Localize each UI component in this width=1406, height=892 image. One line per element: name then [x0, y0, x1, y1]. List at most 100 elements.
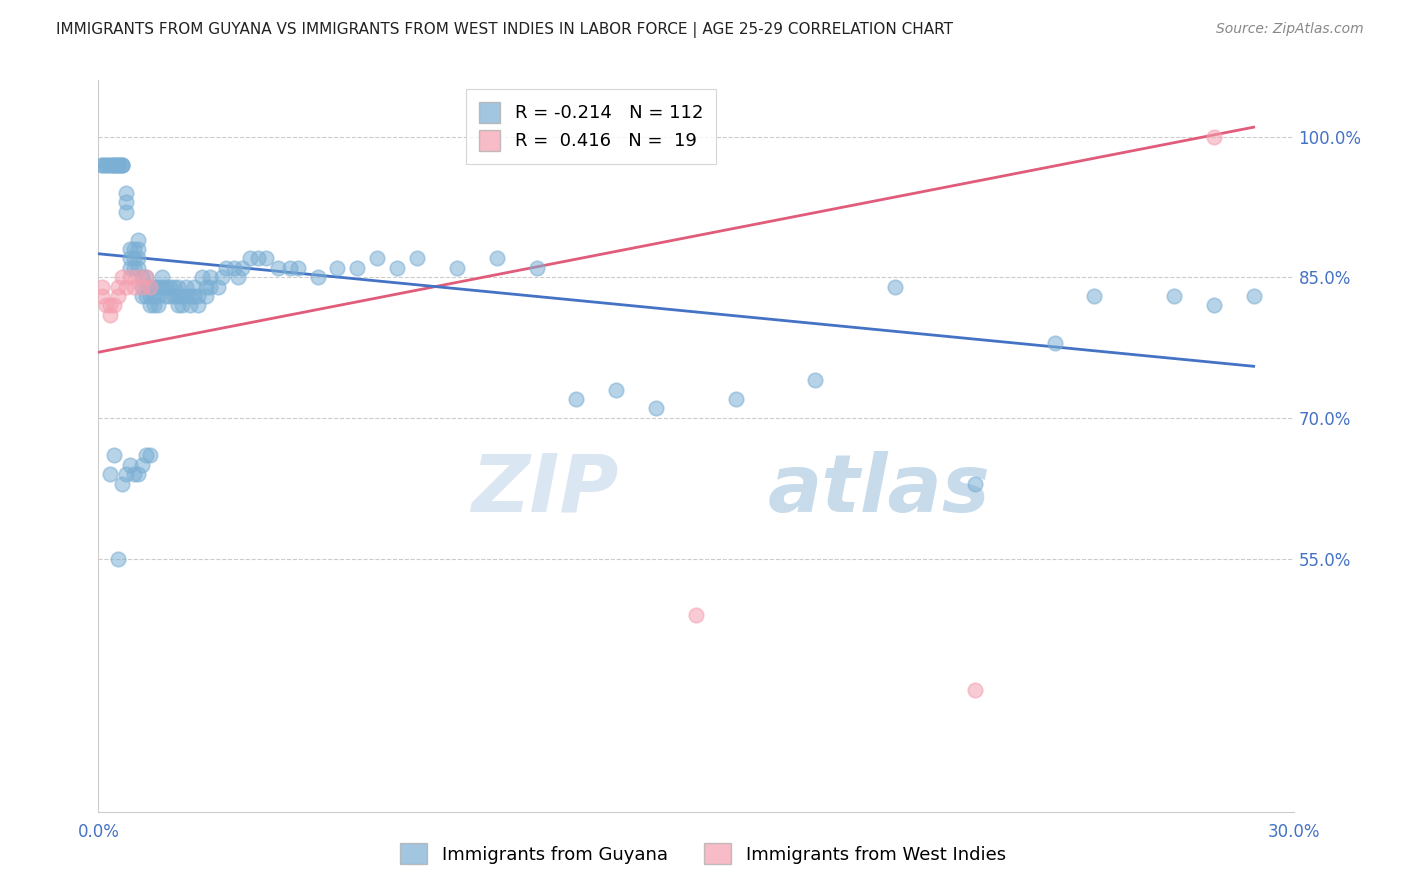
Point — [174, 289, 197, 303]
Point — [139, 279, 162, 293]
Point — [172, 289, 194, 303]
Point — [127, 270, 149, 285]
Point — [107, 158, 129, 172]
Point — [1202, 129, 1225, 144]
Point — [346, 260, 368, 275]
Point — [111, 270, 134, 285]
Point — [131, 458, 153, 472]
Point — [120, 260, 142, 275]
Point — [131, 279, 153, 293]
Point — [103, 158, 125, 172]
Point — [278, 260, 301, 275]
Point — [159, 289, 181, 303]
Point — [267, 260, 290, 275]
Point — [179, 289, 201, 303]
Point — [91, 158, 114, 172]
Point — [124, 260, 146, 275]
Legend: Immigrants from Guyana, Immigrants from West Indies: Immigrants from Guyana, Immigrants from … — [385, 829, 1021, 879]
Point — [254, 252, 277, 266]
Point — [526, 260, 548, 275]
Point — [115, 467, 138, 482]
Point — [135, 270, 157, 285]
Point — [111, 476, 134, 491]
Point — [139, 289, 162, 303]
Point — [183, 289, 205, 303]
Point — [143, 279, 166, 293]
Point — [565, 392, 588, 406]
Point — [195, 279, 218, 293]
Point — [183, 279, 205, 293]
Point — [107, 279, 129, 293]
Point — [103, 298, 125, 312]
Text: ZIP: ZIP — [471, 450, 619, 529]
Point — [115, 279, 138, 293]
Point — [111, 158, 134, 172]
Point — [163, 289, 186, 303]
Point — [211, 270, 233, 285]
Text: Source: ZipAtlas.com: Source: ZipAtlas.com — [1216, 22, 1364, 37]
Point — [143, 298, 166, 312]
Point — [226, 270, 249, 285]
Point — [148, 279, 170, 293]
Point — [148, 289, 170, 303]
Point — [127, 233, 149, 247]
Point — [131, 289, 153, 303]
Point — [127, 467, 149, 482]
Point — [135, 270, 157, 285]
Point — [724, 392, 747, 406]
Point — [135, 279, 157, 293]
Point — [222, 260, 245, 275]
Point — [191, 270, 214, 285]
Point — [605, 383, 627, 397]
Point — [103, 158, 125, 172]
Point — [215, 260, 238, 275]
Point — [1043, 335, 1066, 350]
Point — [174, 279, 197, 293]
Point — [187, 289, 209, 303]
Point — [307, 270, 329, 285]
Point — [91, 279, 114, 293]
Point — [98, 467, 122, 482]
Point — [1202, 298, 1225, 312]
Point — [127, 252, 149, 266]
Point — [385, 260, 409, 275]
Point — [115, 195, 138, 210]
Point — [127, 242, 149, 256]
Text: IMMIGRANTS FROM GUYANA VS IMMIGRANTS FROM WEST INDIES IN LABOR FORCE | AGE 25-29: IMMIGRANTS FROM GUYANA VS IMMIGRANTS FRO… — [56, 22, 953, 38]
Point — [98, 308, 122, 322]
Legend: R = -0.214   N = 112, R =  0.416   N =  19: R = -0.214 N = 112, R = 0.416 N = 19 — [465, 89, 716, 163]
Point — [167, 289, 190, 303]
Point — [98, 158, 122, 172]
Point — [155, 279, 177, 293]
Point — [120, 458, 142, 472]
Point — [96, 158, 118, 172]
Point — [139, 298, 162, 312]
Point — [963, 476, 986, 491]
Point — [685, 607, 707, 622]
Point — [167, 298, 190, 312]
Point — [96, 298, 118, 312]
Point — [131, 279, 153, 293]
Point — [115, 186, 138, 200]
Point — [963, 682, 986, 697]
Point — [485, 252, 508, 266]
Point — [124, 242, 146, 256]
Point — [150, 270, 173, 285]
Text: atlas: atlas — [768, 450, 990, 529]
Point — [645, 401, 668, 416]
Point — [124, 252, 146, 266]
Point — [131, 270, 153, 285]
Point — [120, 252, 142, 266]
Point — [804, 373, 827, 387]
Point — [120, 270, 142, 285]
Point — [107, 551, 129, 566]
Point — [135, 449, 157, 463]
Point — [124, 279, 146, 293]
Point — [148, 298, 170, 312]
Point — [143, 289, 166, 303]
Point — [446, 260, 468, 275]
Point — [239, 252, 262, 266]
Point — [179, 298, 201, 312]
Point — [115, 204, 138, 219]
Point — [1083, 289, 1105, 303]
